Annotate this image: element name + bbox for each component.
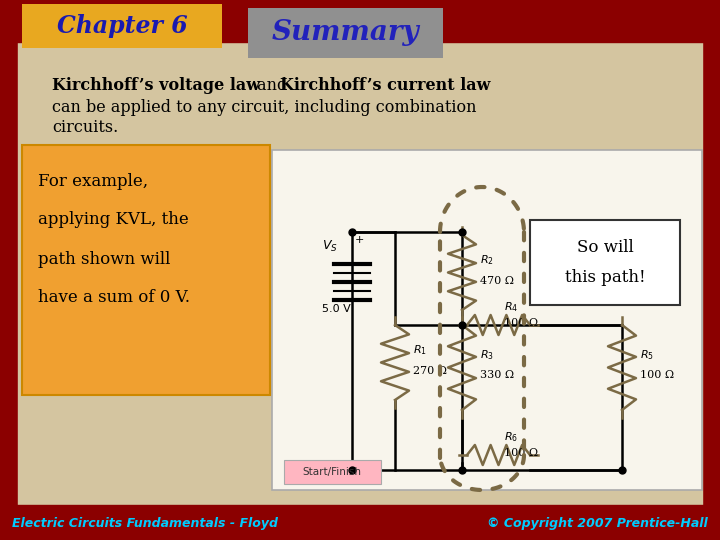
Text: path shown will: path shown will — [38, 252, 171, 268]
Text: 270 Ω: 270 Ω — [413, 366, 447, 375]
FancyBboxPatch shape — [22, 4, 222, 48]
Text: applying KVL, the: applying KVL, the — [38, 212, 189, 228]
Text: Kirchhoff’s voltage law: Kirchhoff’s voltage law — [52, 78, 260, 94]
Text: $R_3$: $R_3$ — [480, 349, 494, 362]
Text: $R_2$: $R_2$ — [480, 254, 494, 267]
Text: $R_6$: $R_6$ — [503, 430, 518, 444]
Text: circuits.: circuits. — [52, 119, 118, 137]
Text: Start/Finish: Start/Finish — [302, 467, 361, 477]
Bar — [530, 220, 680, 305]
Text: Electric Circuits Fundamentals - Floyd: Electric Circuits Fundamentals - Floyd — [12, 516, 278, 530]
Text: For example,: For example, — [38, 173, 148, 191]
Text: 330 Ω: 330 Ω — [480, 370, 514, 381]
Bar — [0, 0, 720, 42]
Text: So will: So will — [577, 240, 634, 256]
Text: have a sum of 0 V.: have a sum of 0 V. — [38, 289, 190, 307]
Text: 100 Ω: 100 Ω — [640, 370, 674, 381]
Text: © Copyright 2007 Prentice-Hall: © Copyright 2007 Prentice-Hall — [487, 516, 708, 530]
Text: $R_4$: $R_4$ — [503, 300, 518, 314]
Bar — [22, 145, 270, 395]
Text: $V_S$: $V_S$ — [322, 239, 338, 254]
Text: Summary: Summary — [271, 19, 419, 46]
Text: 100 Ω: 100 Ω — [503, 448, 538, 458]
FancyBboxPatch shape — [284, 460, 381, 484]
Bar — [272, 150, 702, 490]
FancyBboxPatch shape — [248, 8, 443, 58]
Bar — [18, 42, 702, 505]
Text: $R_5$: $R_5$ — [640, 349, 654, 362]
Text: +: + — [355, 235, 364, 245]
Text: can be applied to any circuit, including combination: can be applied to any circuit, including… — [52, 99, 477, 117]
Text: −: − — [355, 294, 366, 308]
Text: 100 Ω: 100 Ω — [503, 318, 538, 328]
Text: Chapter 6: Chapter 6 — [57, 14, 187, 38]
Text: $R_1$: $R_1$ — [413, 343, 427, 357]
Text: Kirchhoff’s current law: Kirchhoff’s current law — [280, 78, 490, 94]
Text: and: and — [252, 78, 292, 94]
Text: this path!: this path! — [564, 269, 645, 287]
Text: 5.0 V: 5.0 V — [322, 304, 351, 314]
Text: 470 Ω: 470 Ω — [480, 275, 514, 286]
Bar — [0, 505, 720, 540]
